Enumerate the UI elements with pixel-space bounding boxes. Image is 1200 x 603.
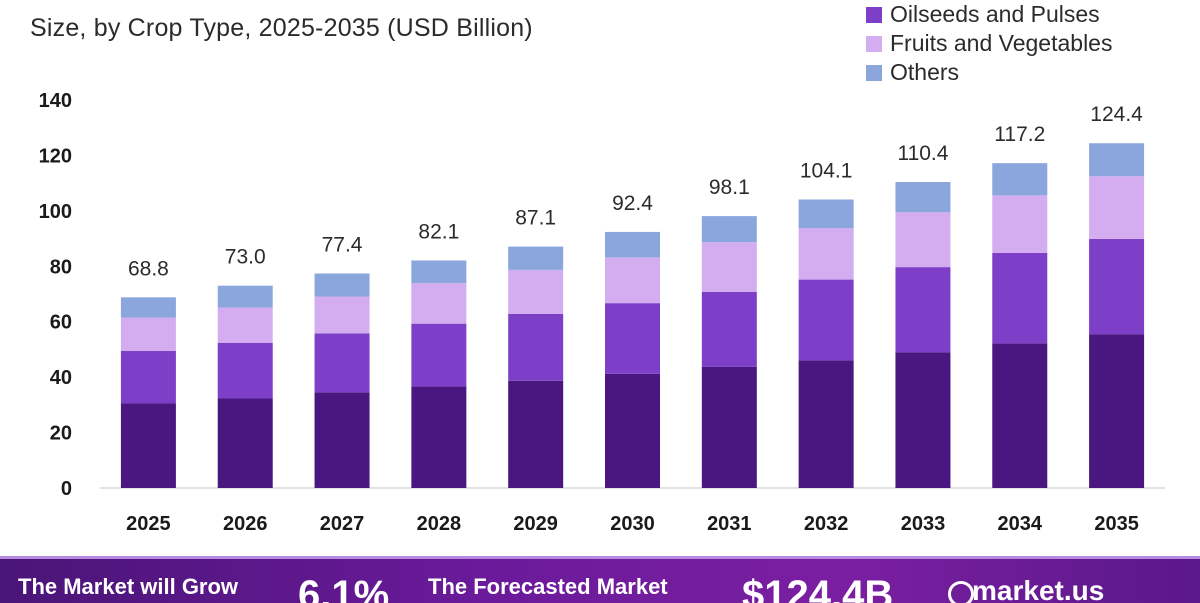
bar-segment [508,380,564,488]
bar-segment [992,252,1048,344]
bar-segment [992,343,1048,488]
x-tick-label: 2028 [417,513,462,535]
x-tick-label: 2027 [320,513,365,535]
bar-segment [508,313,564,381]
bar-total-label: 117.2 [994,123,1045,146]
stacked-bar-chart: 0 20 40 60 80 100 120 140 68.8 2025 73.0 2026 77.4 20… [39,90,1165,535]
y-tick-label: 60 [50,312,72,334]
x-tick-label: 2035 [1094,513,1139,535]
y-tick-label: 100 [39,201,72,223]
bar-segment [701,366,757,488]
forecast-banner: The Market will Grow 6.1% The Forecasted… [0,556,1200,603]
bar-segment [895,182,951,213]
y-tick-label: 140 [39,90,72,112]
banner-forecast-text: The Forecasted Market [428,574,668,599]
bar-segment [701,242,757,292]
y-tick-label: 80 [50,256,72,278]
legend-label-others: Others [890,59,960,85]
bar-segment [314,392,370,488]
bar-segment [798,360,854,488]
bar-segment [701,291,757,367]
bar-segment [1089,238,1145,335]
x-tick-label: 2032 [804,513,849,535]
legend-label-oilseeds: Oilseeds and Pulses [890,1,1100,27]
bar-segment [798,199,854,229]
bar-segment [1089,143,1145,177]
brand-logo-text: market.us [972,575,1105,603]
bar-total-label: 92.4 [612,192,653,215]
y-tick-label: 0 [61,478,72,500]
bar-segment [411,323,467,387]
x-tick-label: 2026 [223,513,268,535]
bar-total-label: 110.4 [897,142,948,165]
bar-total-label: 87.1 [515,207,556,230]
banner-market-value: $124.4B [742,573,894,603]
bar-segment [992,163,1048,196]
bar-total-label: 77.4 [322,233,363,256]
bar-segment [895,352,951,488]
bar-segment [605,231,660,258]
bar-total-label: 73.0 [225,246,266,269]
brand-logo-icon [948,581,974,603]
bar-segment [605,373,660,488]
x-tick-label: 2029 [513,513,558,535]
bar-total-label: 68.8 [128,257,169,280]
banner-grow-text: The Market will Grow [18,574,239,599]
bar-segment [1089,176,1145,239]
bar-segment [411,386,467,488]
bar-segment [605,303,660,374]
bar-total-label: 124.4 [1090,103,1143,126]
x-tick-label: 2034 [998,513,1043,535]
legend-swatch-oilseeds [866,6,882,23]
legend-swatch-others [866,64,882,81]
chart-legend: Oilseeds and Pulses Fruits and Vegetable… [866,0,1112,87]
bar-segment [895,212,951,268]
bar-segment [314,273,370,297]
bar-segment [120,403,176,488]
bar-total-label: 82.1 [418,220,459,243]
bar-segment [411,260,467,284]
legend-item-others: Others [866,58,1112,87]
bar-segment [217,285,273,308]
bar-segment [508,269,564,314]
bar-segment [120,350,176,404]
bar-total-label: 98.1 [709,176,750,199]
banner-cagr-value: 6.1% [298,573,390,603]
legend-label-fruits: Fruits and Vegetables [890,30,1113,56]
legend-swatch-fruits [866,35,882,52]
bar-segment [895,267,951,353]
bar-segment [314,296,370,334]
y-tick-label: 120 [39,145,72,167]
bar-segment [992,195,1048,253]
x-tick-label: 2031 [707,513,752,535]
bar-segment [411,283,467,324]
bar-segment [120,297,176,318]
x-tick-label: 2030 [610,513,655,535]
bar-segment [508,246,564,270]
y-tick-label: 40 [50,367,72,389]
legend-item-fruits: Fruits and Vegetables [866,29,1112,58]
bar-segment [217,398,273,488]
x-tick-label: 2025 [126,513,171,535]
y-tick-label: 20 [50,423,72,445]
bar-segment [605,257,660,304]
bar-segment [120,317,176,351]
bar-segment [1089,334,1145,488]
bar-segment [701,216,757,243]
bar-segment [314,333,370,393]
bar-segment [217,307,273,343]
chart-subtitle: Size, by Crop Type, 2025-2035 (USD Billi… [30,14,533,42]
bar-total-label: 104.1 [800,159,853,182]
bar-segment [798,279,854,361]
legend-item-oilseeds: Oilseeds and Pulses [866,0,1112,29]
x-tick-label: 2033 [901,513,946,535]
bar-segment [798,228,854,280]
bar-segment [217,342,273,399]
